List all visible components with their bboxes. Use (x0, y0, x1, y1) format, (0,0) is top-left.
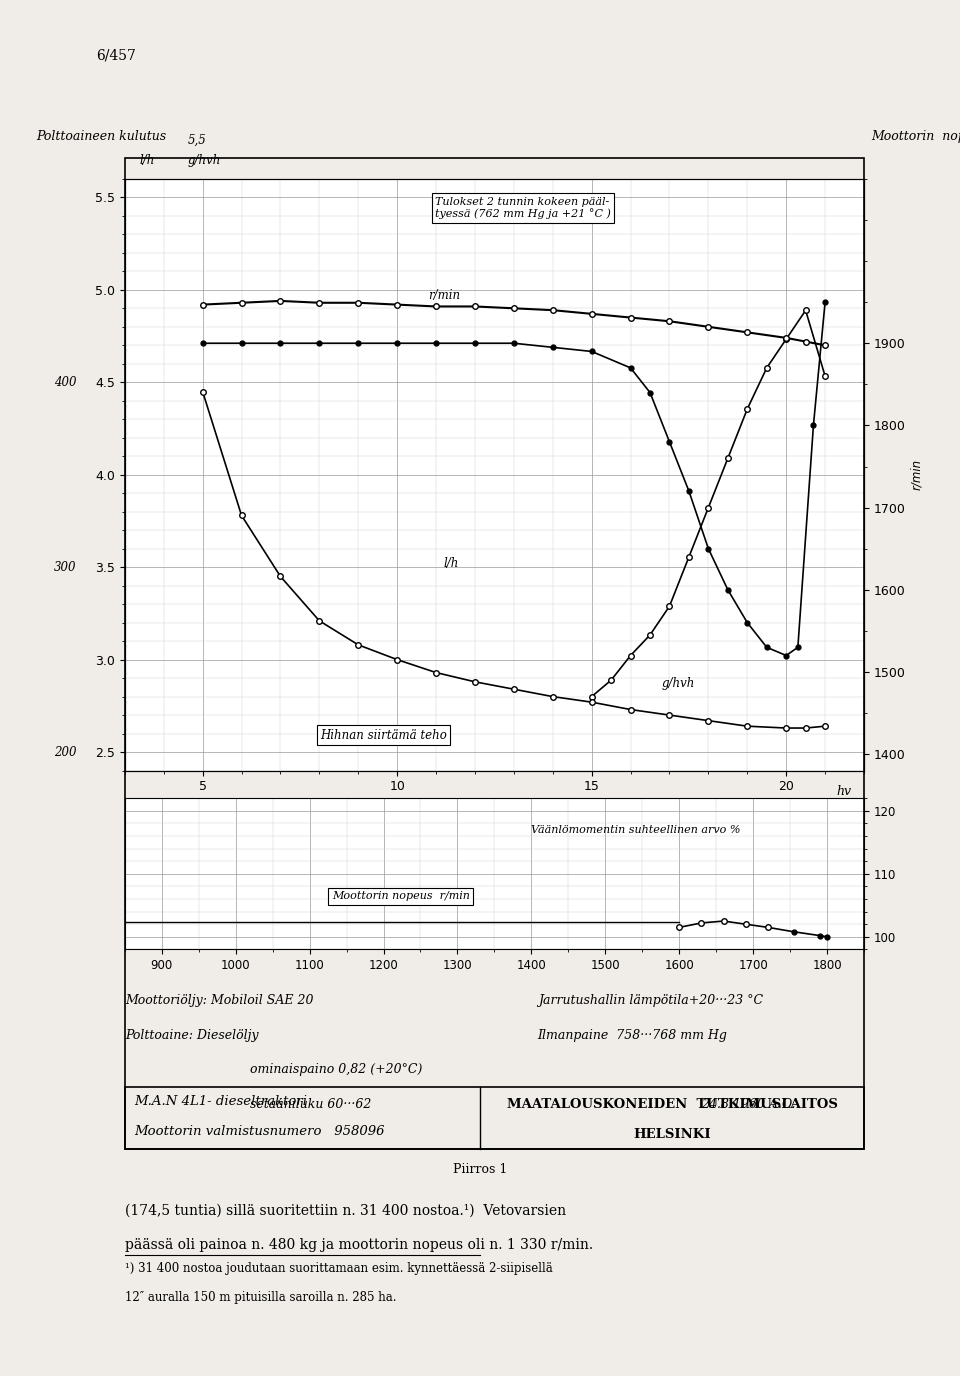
Text: päässä oli painoa n. 480 kg ja moottorin nopeus oli n. 1 330 r/min.: päässä oli painoa n. 480 kg ja moottorin… (125, 1238, 593, 1252)
Text: Ilmanpaine  758···768 mm Hg: Ilmanpaine 758···768 mm Hg (538, 1029, 728, 1042)
Text: HELSINKI: HELSINKI (634, 1128, 710, 1141)
Text: Väänlömomentin suhteellinen arvo %: Väänlömomentin suhteellinen arvo % (532, 826, 741, 835)
Text: M.A.N 4L1- dieseltraktori: M.A.N 4L1- dieseltraktori (134, 1095, 307, 1108)
Text: Tulokset 2 tunnin kokeen pääl-
tyessä (762 mm Hg ja +21 °C ): Tulokset 2 tunnin kokeen pääl- tyessä (7… (435, 197, 612, 219)
Text: 12″ auralla 150 m pituisilla saroilla n. 285 ha.: 12″ auralla 150 m pituisilla saroilla n.… (125, 1291, 396, 1303)
Text: Jarrutushallin lämpötila+20···23 °C: Jarrutushallin lämpötila+20···23 °C (538, 995, 763, 1007)
Text: MAATALOUSKONEIDEN  TUTKIMUSLAITOS: MAATALOUSKONEIDEN TUTKIMUSLAITOS (507, 1098, 837, 1110)
Text: 6/457: 6/457 (96, 48, 136, 62)
Text: Moottorin  nopeus: Moottorin nopeus (872, 131, 960, 143)
Text: setaaniluku 60···62: setaaniluku 60···62 (250, 1098, 371, 1110)
Text: (174,5 tuntia) sillä suoritettiin n. 31 400 nostoa.¹)  Vetovarsien: (174,5 tuntia) sillä suoritettiin n. 31 … (125, 1204, 566, 1218)
Text: g/hvh: g/hvh (187, 154, 221, 166)
Text: 300: 300 (55, 560, 77, 574)
Y-axis label: r/min: r/min (910, 460, 923, 490)
Text: Moottorin nopeus  r/min: Moottorin nopeus r/min (332, 892, 469, 901)
Text: Hihnan siirtämä teho: Hihnan siirtämä teho (320, 728, 447, 742)
Text: l/h: l/h (139, 154, 155, 166)
Text: Moottorin valmistusnumero   958096: Moottorin valmistusnumero 958096 (134, 1126, 385, 1138)
Text: r/min: r/min (428, 289, 461, 301)
Text: 24.8.1960 A.O.: 24.8.1960 A.O. (701, 1098, 795, 1110)
Text: l/h: l/h (444, 557, 459, 570)
Text: ominaispaino 0,82 (+20°C): ominaispaino 0,82 (+20°C) (250, 1064, 422, 1076)
Text: ¹) 31 400 nostoa joudutaan suorittamaan esim. kynnettäessä 2-siipisellä: ¹) 31 400 nostoa joudutaan suorittamaan … (125, 1262, 553, 1274)
Text: hv: hv (837, 786, 852, 798)
Text: Piirros 1: Piirros 1 (453, 1163, 507, 1175)
Text: Moottoriöljy: Mobiloil SAE 20: Moottoriöljy: Mobiloil SAE 20 (125, 995, 313, 1007)
Text: Polttoaine: Dieselöljy: Polttoaine: Dieselöljy (125, 1029, 258, 1042)
Text: 5,5: 5,5 (187, 133, 206, 146)
Text: g/hvh: g/hvh (661, 677, 695, 691)
Text: Polttoaineen kulutus: Polttoaineen kulutus (36, 131, 166, 143)
Text: 200: 200 (55, 746, 77, 758)
Text: 400: 400 (55, 376, 77, 389)
